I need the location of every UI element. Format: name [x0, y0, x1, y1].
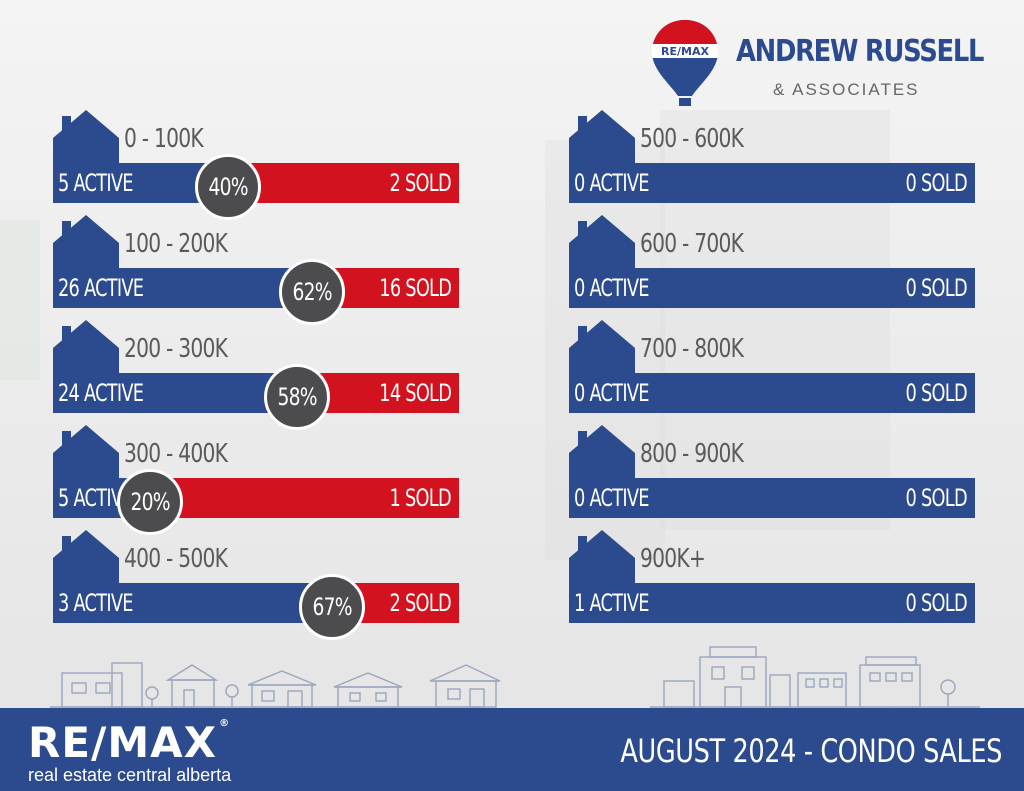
- sold-count: 0 SOLD: [905, 484, 968, 512]
- house-icon: [569, 110, 635, 168]
- sold-count: 0 SOLD: [905, 589, 968, 617]
- active-bar: 3 ACTIVE 2 SOLD: [53, 583, 459, 623]
- price-range-row: 0 - 100K 5 ACTIVE 2 SOLD 40%: [53, 108, 463, 220]
- remax-balloon-icon: RE/MAX: [652, 20, 718, 106]
- price-range-row: 200 - 300K 24 ACTIVE 14 SOLD 58%: [53, 318, 463, 430]
- sell-through-value: 67%: [312, 593, 352, 621]
- active-count: 5 ACTIVE: [58, 169, 133, 197]
- active-count: 0 ACTIVE: [574, 484, 649, 512]
- active-bar: 1 ACTIVE 0 SOLD: [569, 583, 975, 623]
- price-range-row: 900K+ 1 ACTIVE 0 SOLD: [569, 528, 979, 623]
- price-range-label: 900K+: [640, 544, 706, 574]
- house-icon: [53, 215, 119, 273]
- price-range-row: 300 - 400K 5 ACTIVE 1 SOLD 20%: [53, 423, 463, 535]
- sell-through-value: 40%: [208, 173, 248, 201]
- remax-tagline: real estate central alberta: [28, 765, 232, 785]
- price-range-row: 800 - 900K 0 ACTIVE 0 SOLD: [569, 423, 979, 518]
- active-count: 1 ACTIVE: [574, 589, 649, 617]
- sell-through-value: 20%: [130, 488, 170, 516]
- house-icon: [53, 110, 119, 168]
- sell-through-badge: 20%: [117, 469, 183, 535]
- sold-count: 16 SOLD: [379, 274, 452, 302]
- price-range-row: 700 - 800K 0 ACTIVE 0 SOLD: [569, 318, 979, 413]
- active-bar: 26 ACTIVE 16 SOLD: [53, 268, 459, 308]
- active-count: 3 ACTIVE: [58, 589, 133, 617]
- sell-through-badge: 67%: [299, 574, 365, 640]
- active-count: 24 ACTIVE: [58, 379, 144, 407]
- skyline-illustration: [50, 646, 980, 708]
- price-range-label: 0 - 100K: [124, 124, 204, 154]
- price-range-label: 600 - 700K: [640, 229, 744, 259]
- sell-through-value: 62%: [292, 278, 332, 306]
- active-bar: 0 ACTIVE 0 SOLD: [569, 268, 975, 308]
- price-range-label: 800 - 900K: [640, 439, 744, 469]
- sold-count: 2 SOLD: [389, 589, 452, 617]
- price-range-label: 100 - 200K: [124, 229, 228, 259]
- price-range-row: 500 - 600K 0 ACTIVE 0 SOLD: [569, 108, 979, 203]
- sold-bar: [150, 478, 459, 518]
- sold-count: 0 SOLD: [905, 274, 968, 302]
- sold-count: 0 SOLD: [905, 169, 968, 197]
- sold-count: 2 SOLD: [389, 169, 452, 197]
- active-count: 0 ACTIVE: [574, 169, 649, 197]
- price-range-label: 700 - 800K: [640, 334, 744, 364]
- report-title: AUGUST 2024 - CONDO SALES: [620, 732, 1002, 770]
- active-count: 0 ACTIVE: [574, 379, 649, 407]
- house-icon: [53, 320, 119, 378]
- team-subtitle: & ASSOCIATES: [773, 80, 920, 99]
- remax-logo-text: RE/MAX: [28, 718, 218, 767]
- active-bar: 5 ACTIVE 1 SOLD: [53, 478, 459, 518]
- house-icon: [569, 215, 635, 273]
- active-bar: 24 ACTIVE 14 SOLD: [53, 373, 459, 413]
- price-range-row: 600 - 700K 0 ACTIVE 0 SOLD: [569, 213, 979, 308]
- footer-bar: RE/MAX ® real estate central alberta AUGU…: [0, 708, 1024, 791]
- sold-count: 1 SOLD: [389, 484, 452, 512]
- house-icon: [569, 425, 635, 483]
- active-bar: 0 ACTIVE 0 SOLD: [569, 373, 975, 413]
- active-count: 0 ACTIVE: [574, 274, 649, 302]
- background-window: [0, 220, 40, 380]
- house-icon: [569, 530, 635, 588]
- price-range-row: 100 - 200K 26 ACTIVE 16 SOLD 62%: [53, 213, 463, 325]
- sold-bar: [228, 163, 459, 203]
- active-bar: 0 ACTIVE 0 SOLD: [569, 163, 975, 203]
- price-range-label: 500 - 600K: [640, 124, 744, 154]
- price-range-label: 400 - 500K: [124, 544, 228, 574]
- registered-mark-icon: ®: [219, 718, 231, 729]
- active-bar: 0 ACTIVE 0 SOLD: [569, 478, 975, 518]
- sell-through-badge: 40%: [195, 154, 261, 220]
- house-icon: [53, 425, 119, 483]
- sell-through-badge: 62%: [279, 259, 345, 325]
- price-range-row: 400 - 500K 3 ACTIVE 2 SOLD 67%: [53, 528, 463, 640]
- active-count: 26 ACTIVE: [58, 274, 144, 302]
- sold-count: 14 SOLD: [379, 379, 452, 407]
- house-icon: [53, 530, 119, 588]
- remax-logo: RE/MAX ®: [28, 718, 230, 767]
- sold-count: 0 SOLD: [905, 379, 968, 407]
- sell-through-badge: 58%: [264, 364, 330, 430]
- brand-header: RE/MAX ANDREW RUSSELL & ASSOCIATES: [640, 14, 1020, 114]
- balloon-text: RE/MAX: [661, 45, 709, 58]
- price-range-label: 300 - 400K: [124, 439, 228, 469]
- house-icon: [569, 320, 635, 378]
- sell-through-value: 58%: [277, 383, 317, 411]
- price-range-label: 200 - 300K: [124, 334, 228, 364]
- team-name: ANDREW RUSSELL: [736, 34, 984, 69]
